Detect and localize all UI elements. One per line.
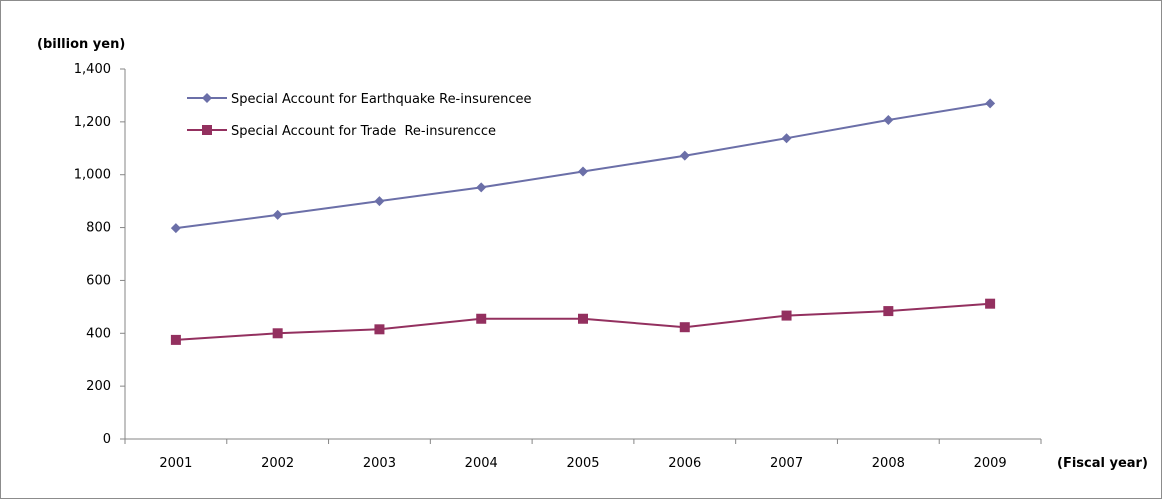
legend-swatch-marker bbox=[202, 125, 212, 135]
x-tick-label: 2003 bbox=[363, 456, 396, 471]
y-tick-label: 1,000 bbox=[74, 168, 111, 183]
x-tick-label: 2006 bbox=[668, 456, 701, 471]
series-2-point bbox=[374, 324, 385, 335]
series-1-point bbox=[883, 115, 894, 126]
x-tick-label: 2001 bbox=[159, 456, 192, 471]
series-1-point bbox=[272, 209, 283, 220]
series-line-1 bbox=[175, 102, 991, 230]
y-tick-label: 1,200 bbox=[74, 115, 111, 130]
x-tick-label: 2002 bbox=[261, 456, 294, 471]
x-tick-label: 2007 bbox=[770, 456, 803, 471]
series-1-point bbox=[985, 98, 996, 109]
y-axis-unit-label: (billion yen) bbox=[37, 37, 125, 52]
x-tick-label: 2004 bbox=[465, 456, 498, 471]
x-axis-unit-label: (Fiscal year) bbox=[1057, 456, 1148, 471]
x-tick-label: 2005 bbox=[566, 456, 599, 471]
series-2-point bbox=[679, 322, 690, 333]
y-tick-label: 1,400 bbox=[74, 62, 111, 77]
y-tick-label: 200 bbox=[86, 379, 111, 394]
series-1-point bbox=[170, 223, 181, 234]
series-2-point bbox=[883, 306, 894, 317]
x-tick-label: 2008 bbox=[872, 456, 905, 471]
y-tick-label: 800 bbox=[86, 221, 111, 236]
y-tick-label: 0 bbox=[103, 432, 111, 447]
legend-label: Special Account for Earthquake Re-insure… bbox=[231, 92, 532, 107]
series-2-point bbox=[272, 328, 283, 339]
y-tick-label: 400 bbox=[86, 326, 111, 341]
series-1-point bbox=[578, 166, 588, 177]
y-tick-label: 600 bbox=[86, 273, 111, 288]
legend-swatch-marker bbox=[202, 93, 212, 103]
series-2-point bbox=[476, 313, 487, 324]
series-1-point bbox=[374, 196, 385, 207]
series-2-point bbox=[985, 298, 996, 309]
series-2-point bbox=[781, 310, 792, 321]
series-1-point bbox=[679, 150, 690, 161]
x-tick-label: 2009 bbox=[974, 456, 1007, 471]
series-2-point bbox=[170, 334, 181, 345]
series-2-point bbox=[578, 313, 588, 324]
series-1-point bbox=[476, 182, 487, 193]
legend-label: Special Account for Trade Re-insurencce bbox=[231, 124, 496, 139]
series-1-point bbox=[781, 133, 792, 144]
